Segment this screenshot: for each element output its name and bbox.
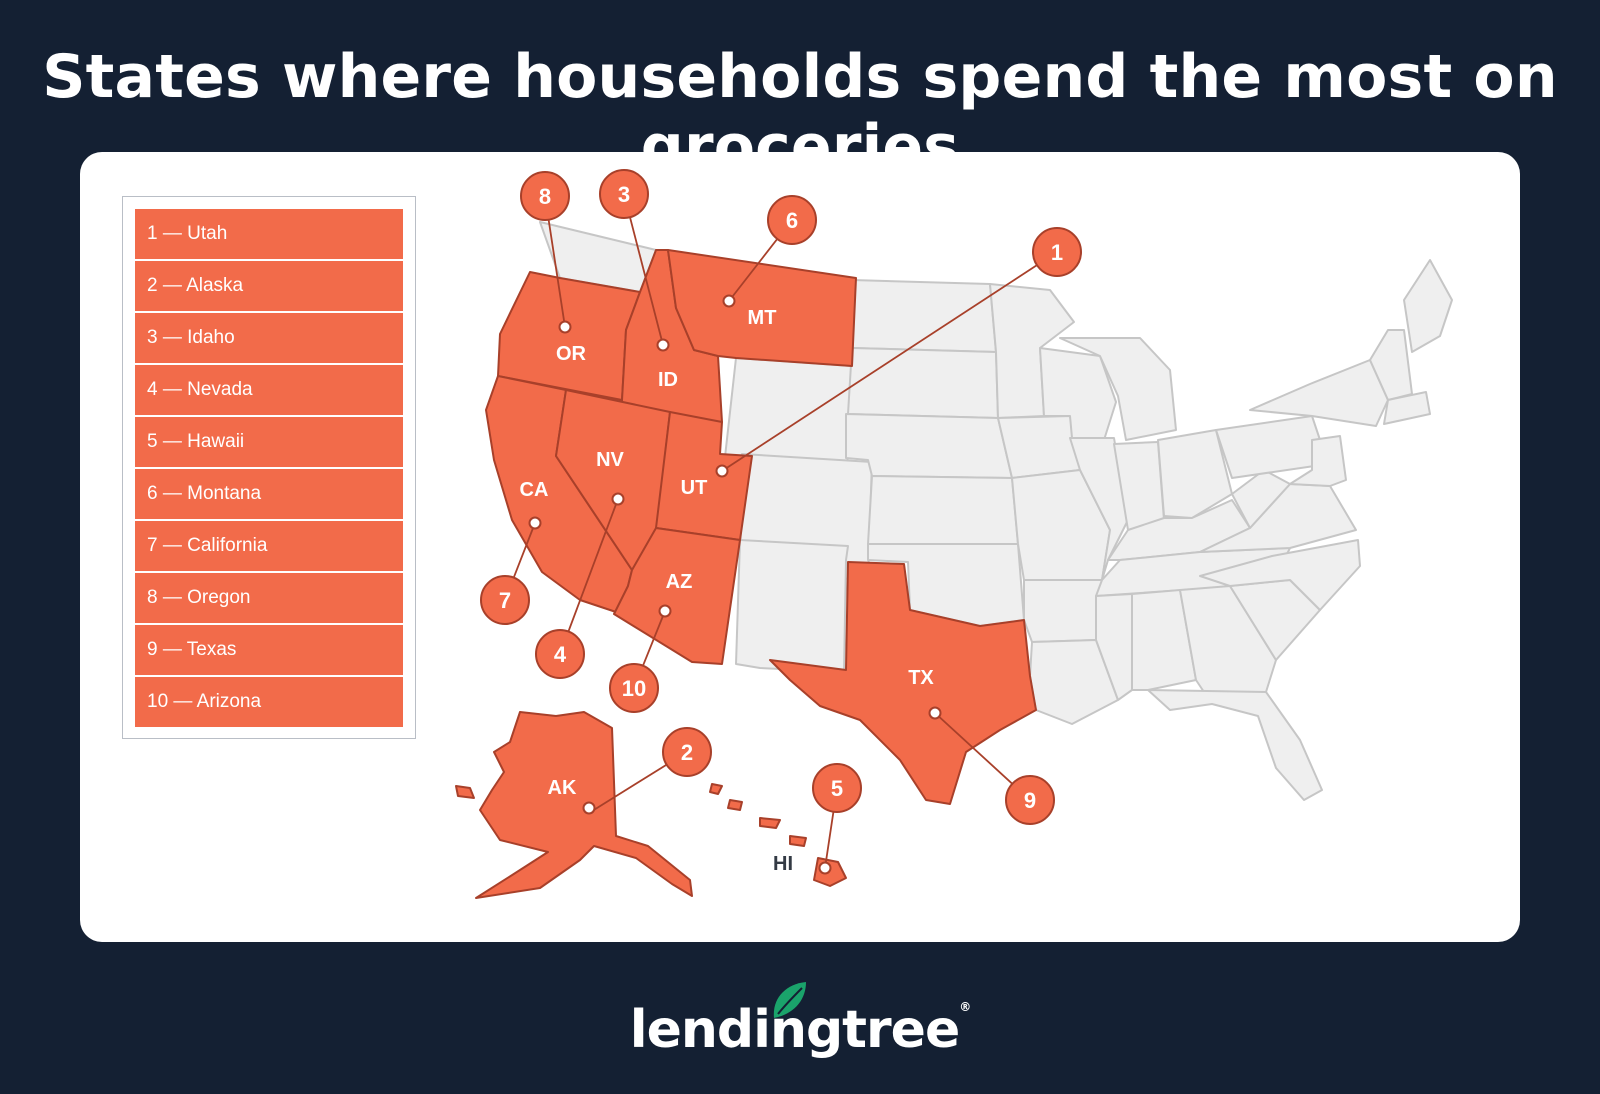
state-hawaii-oahu <box>727 799 743 811</box>
lendingtree-logo: lendingtree® <box>0 982 1600 1072</box>
anchor-dot <box>528 516 542 530</box>
state-michigan <box>1059 337 1177 441</box>
rank-bubble-texas: 9 <box>1005 775 1055 825</box>
rank-number: 9 <box>1024 788 1036 813</box>
anchor-dot <box>715 464 729 478</box>
state-label: ID <box>658 369 678 391</box>
state-kansas <box>867 475 1019 545</box>
state-florida <box>1147 689 1323 801</box>
state-hawaii-kauai <box>709 783 723 795</box>
legend-item: 7 — California <box>135 521 403 571</box>
rank-bubble-hawaii: 5 <box>812 763 862 813</box>
rank-number: 4 <box>554 642 567 667</box>
rank-bubble-idaho: 3 <box>599 169 649 219</box>
state-vermont-nh <box>1369 329 1413 401</box>
rank-bubble-utah: 1 <box>1032 227 1082 277</box>
rank-number: 7 <box>499 588 511 613</box>
ranking-legend: 1 — Utah 2 — Alaska 3 — Idaho 4 — Nevada… <box>122 196 416 739</box>
state-labels: OR ID MT CA NV UT AZ TX AK HI <box>520 307 935 875</box>
legend-item: 4 — Nevada <box>135 365 403 415</box>
leaf-icon <box>773 982 806 1018</box>
state-mass-ct-ri <box>1383 391 1431 425</box>
anchor-dot <box>582 801 596 815</box>
state-label: AZ <box>666 571 693 593</box>
leader-line <box>559 498 619 655</box>
rank-number: 2 <box>681 740 693 765</box>
rank-number: 3 <box>618 182 630 207</box>
state-label: NV <box>596 449 624 471</box>
rank-bubble-montana: 6 <box>767 195 817 245</box>
anchor-dot <box>558 320 572 334</box>
legend-item: 3 — Idaho <box>135 313 403 363</box>
anchor-dot <box>611 492 625 506</box>
legend-item: 5 — Hawaii <box>135 417 403 467</box>
state-ohio <box>1157 429 1233 519</box>
state-maine <box>1403 259 1453 353</box>
anchor-dot <box>722 294 736 308</box>
rank-bubble-oregon: 8 <box>520 171 570 221</box>
legend-item: 1 — Utah <box>135 209 403 259</box>
state-label: OR <box>556 343 587 365</box>
state-label: CA <box>520 479 549 501</box>
legend-item: 6 — Montana <box>135 469 403 519</box>
other-states <box>539 221 1453 801</box>
anchor-dot <box>928 706 942 720</box>
logo-text: lendingtree® <box>629 1000 971 1060</box>
rank-bubble-california: 7 <box>480 575 530 625</box>
state-iowa <box>997 415 1081 479</box>
anchor-dots <box>528 294 942 875</box>
state-new-york <box>1249 359 1389 427</box>
state-nebraska <box>845 413 1013 479</box>
state-label: MT <box>748 307 777 329</box>
legend-item: 2 — Alaska <box>135 261 403 311</box>
anchor-dot <box>658 604 672 618</box>
state-south-dakota <box>847 347 999 419</box>
rank-number: 10 <box>622 676 646 701</box>
state-arizona <box>613 527 741 665</box>
page-title: States where households spend the most o… <box>42 42 1558 182</box>
anchor-dot <box>656 338 670 352</box>
state-north-carolina <box>1199 539 1361 611</box>
state-north-dakota <box>851 279 997 353</box>
leader-line <box>623 193 664 346</box>
rank-number: 5 <box>831 776 843 801</box>
legend-item: 9 — Texas <box>135 625 403 675</box>
state-new-jersey-de-md <box>1289 435 1347 487</box>
state-alaska-island <box>455 785 475 799</box>
state-mississippi <box>1095 593 1133 701</box>
rank-bubble-arizona: 10 <box>609 663 659 713</box>
rank-number: 6 <box>786 208 798 233</box>
state-hawaii-molokai <box>759 817 781 829</box>
state-label: HI <box>773 853 793 875</box>
legend-item: 8 — Oregon <box>135 573 403 623</box>
rank-number: 8 <box>539 184 551 209</box>
state-new-mexico <box>735 539 849 673</box>
rank-bubble-alaska: 2 <box>662 727 712 777</box>
legend-item: 10 — Arizona <box>135 677 403 727</box>
state-label: AK <box>548 777 577 799</box>
state-arkansas <box>1023 579 1103 643</box>
anchor-dot <box>818 861 832 875</box>
rank-bubble-nevada: 4 <box>535 629 585 679</box>
state-hawaii-maui <box>789 835 807 847</box>
rank-number: 1 <box>1051 240 1063 265</box>
rank-bubbles: 1 2 3 4 5 6 7 8 <box>480 169 1082 825</box>
state-montana <box>667 249 857 367</box>
state-label: UT <box>681 477 708 499</box>
state-label: TX <box>908 667 934 689</box>
state-alabama <box>1131 589 1197 691</box>
leader-line <box>721 251 1058 472</box>
